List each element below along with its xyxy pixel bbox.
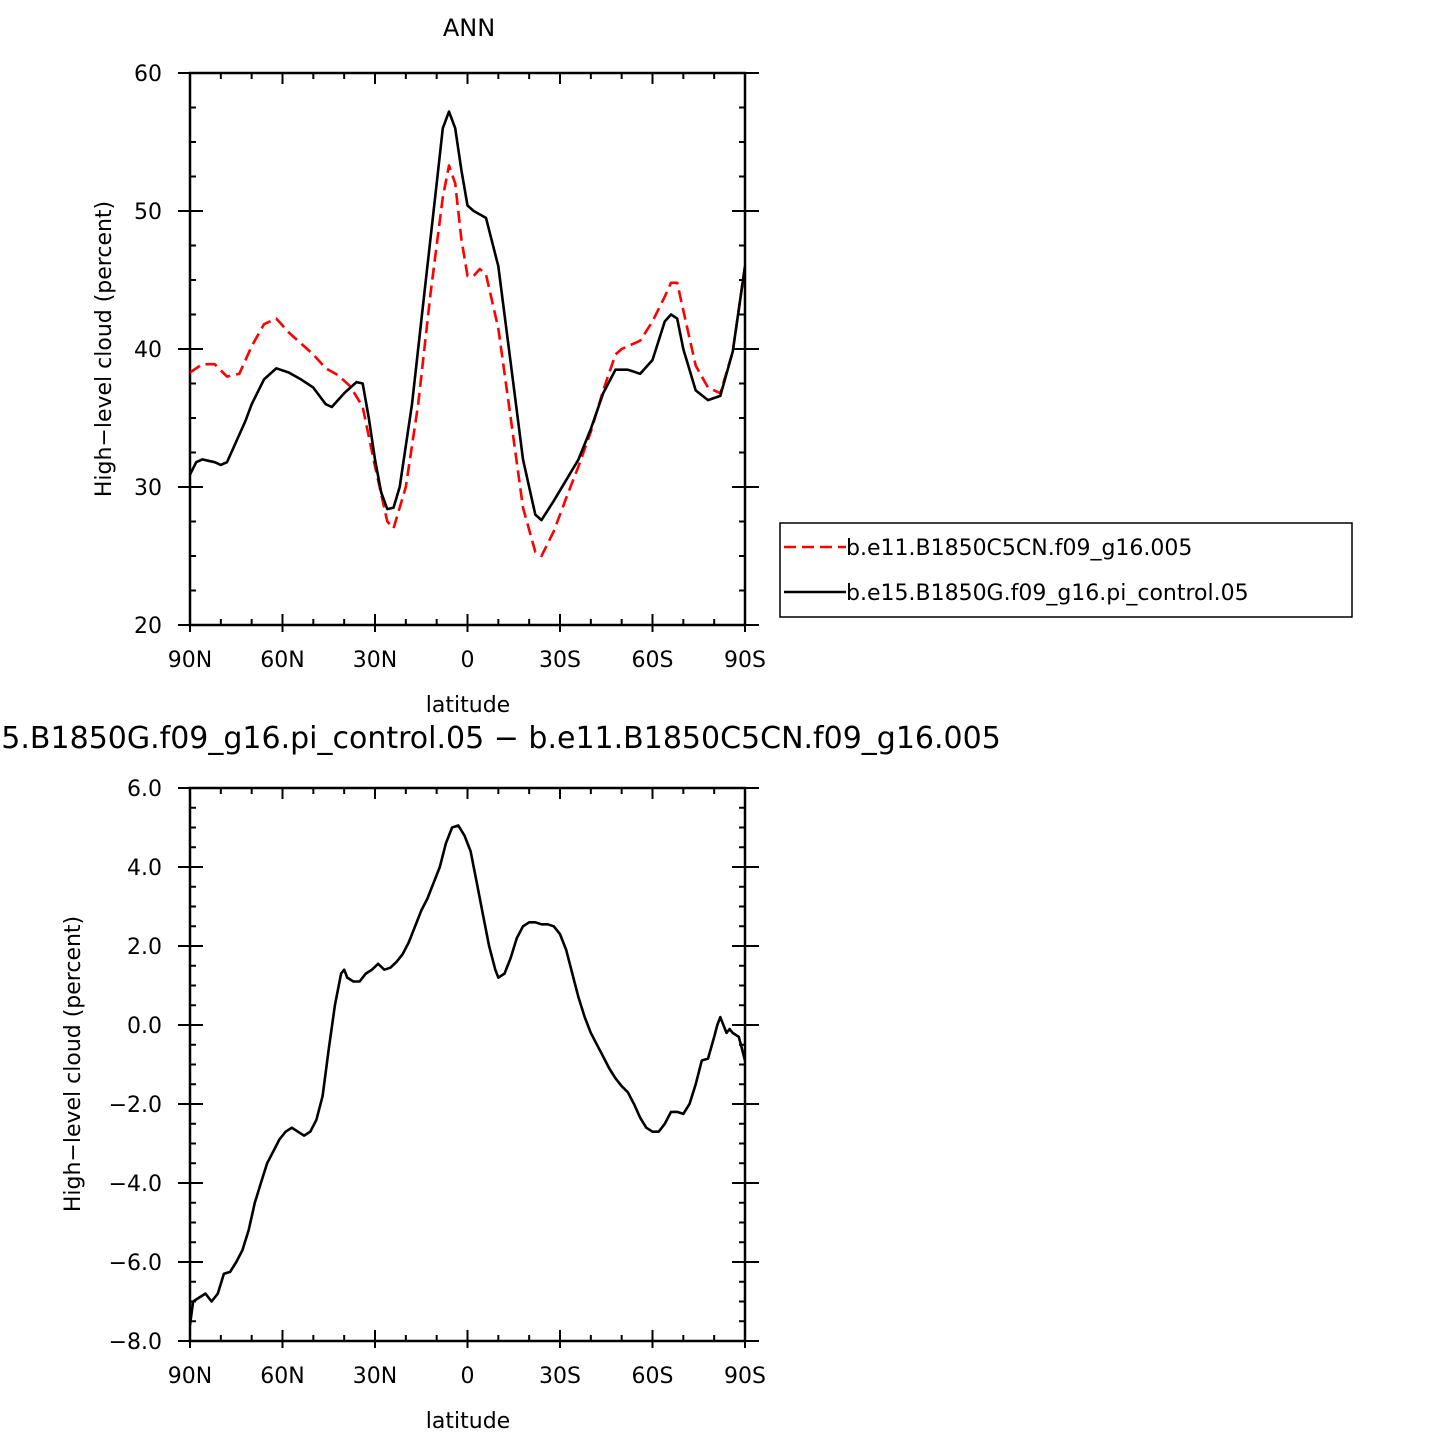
top-x-tick-label: 60N [260,648,304,673]
bottom-y-tick-label: −8.0 [109,1330,162,1355]
top-y-tick-label: 40 [134,338,162,363]
bottom-y-tick-label: −2.0 [109,1093,162,1118]
legend-label-series-2: b.e15.B1850G.f09_g16.pi_control.05 [846,581,1249,606]
top-chart-title: ANN [443,14,495,42]
bottom-plot-frame [188,786,747,1343]
top-plot-frame [188,71,747,627]
bottom-x-axis-label: latitude [426,1409,510,1434]
bottom-plot-area: 90N 60N 30N 0 30S 60S 90S −8.0 −6.0 −4.0 −2.0 0.0 2.… [109,777,766,1389]
top-x-tick-label: 90N [168,648,212,673]
bottom-series-line-1 [190,824,745,1326]
legend-box [779,522,1353,618]
bottom-x-tick-label: 0 [461,1364,475,1389]
top-x-tick-label: 60S [632,648,674,673]
top-x-axis-label: latitude [426,693,510,718]
bottom-x-tick-label: 30N [353,1364,397,1389]
top-x-tick-label: 30S [539,648,581,673]
bottom-y-axis-label: High−level cloud (percent) [61,916,86,1212]
top-y-tick-label: 50 [134,200,162,225]
top-x-tick-label: 90S [724,648,766,673]
top-legend: b.e11.B1850C5CN.f09_g16.005 b.e15.B1850G… [779,522,1353,618]
top-x-tick-label: 30N [353,648,397,673]
bottom-y-tick-label: −6.0 [109,1251,162,1276]
bottom-x-tick-label: 60S [632,1364,674,1389]
bottom-x-tick-label: 60N [260,1364,304,1389]
bottom-y-tick-label: 2.0 [127,935,162,960]
top-plot-area: 90N 60N 30N 0 30S 60S 90S 20 30 40 50 60 [134,62,766,673]
bottom-panel: b.e15.B1850G.f09_g16.pi_control.05 − b.e… [0,721,1001,1434]
bottom-y-tick-label: 4.0 [127,856,162,881]
top-y-tick-label: 20 [134,614,162,639]
top-series-line-1 [190,164,745,558]
top-panel: ANN 90N 60N 30N 0 30S 60S 90S 20 30 40 50 60 latitu… [92,14,1353,718]
bottom-y-tick-label: 0.0 [127,1014,162,1039]
legend-label-series-1: b.e11.B1850C5CN.f09_g16.005 [846,536,1192,561]
bottom-y-tick-label: −4.0 [109,1172,162,1197]
bottom-x-tick-label: 90N [168,1364,212,1389]
bottom-x-tick-label: 90S [724,1364,766,1389]
top-y-tick-label: 30 [134,476,162,501]
bottom-chart-title: b.e15.B1850G.f09_g16.pi_control.05 − b.e… [0,721,1001,756]
top-y-axis-label: High−level cloud (percent) [92,201,117,497]
bottom-y-tick-label: 6.0 [127,777,162,802]
top-x-tick-label: 0 [461,648,475,673]
top-y-tick-label: 60 [134,62,162,87]
top-series-line-2 [190,110,745,522]
bottom-x-tick-label: 30S [539,1364,581,1389]
